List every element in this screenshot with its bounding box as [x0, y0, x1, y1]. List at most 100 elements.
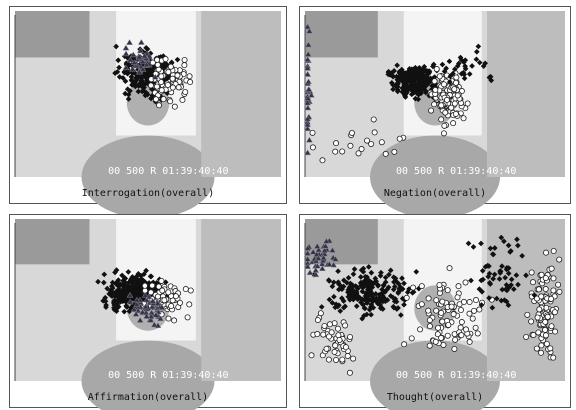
- marker-circle: [441, 82, 446, 87]
- marker-circle: [463, 280, 468, 285]
- marker-circle: [536, 287, 541, 292]
- marker-circle: [155, 62, 160, 67]
- marker-circle: [349, 130, 354, 135]
- marker-circle: [337, 337, 342, 342]
- marker-circle: [159, 80, 164, 85]
- marker-circle: [162, 298, 167, 303]
- marker-circle: [440, 319, 445, 324]
- marker-circle: [434, 298, 439, 303]
- marker-circle: [419, 283, 424, 288]
- marker-circle: [177, 300, 182, 305]
- inset-frame: [15, 11, 89, 57]
- marker-circle: [543, 250, 548, 255]
- marker-circle: [332, 349, 337, 354]
- marker-circle: [545, 314, 550, 319]
- marker-circle: [538, 350, 543, 355]
- marker-circle: [171, 318, 176, 323]
- marker-circle: [477, 307, 482, 312]
- marker-circle: [333, 141, 338, 146]
- marker-circle: [531, 332, 536, 337]
- marker-circle: [188, 79, 193, 84]
- marker-circle: [451, 312, 456, 317]
- marker-circle: [404, 295, 409, 300]
- marker-circle: [529, 270, 534, 275]
- person-body: [370, 136, 500, 219]
- timestamp: 00 500 R 01:39:40:40: [396, 370, 516, 381]
- panel: 00 500 R 01:39:40:40Affirmation(overall): [10, 215, 287, 410]
- marker-circle: [347, 370, 352, 375]
- marker-circle: [175, 73, 180, 78]
- marker-circle: [185, 315, 190, 320]
- right-wall: [201, 11, 281, 177]
- marker-circle: [551, 288, 556, 293]
- marker-circle: [182, 57, 187, 62]
- marker-circle: [535, 315, 540, 320]
- inset-frame: [15, 219, 89, 264]
- marker-circle: [310, 130, 315, 135]
- marker-circle: [458, 307, 463, 312]
- marker-circle: [327, 322, 332, 327]
- marker-circle: [170, 76, 175, 81]
- marker-circle: [439, 310, 444, 315]
- marker-circle: [159, 88, 164, 93]
- marker-circle: [159, 278, 164, 283]
- marker-circle: [322, 323, 327, 328]
- marker-circle: [379, 140, 384, 145]
- marker-circle: [537, 307, 542, 312]
- marker-circle: [445, 288, 450, 293]
- marker-circle: [442, 123, 447, 128]
- marker-circle: [320, 158, 325, 163]
- marker-circle: [459, 333, 464, 338]
- marker-circle: [539, 343, 544, 348]
- marker-circle: [351, 356, 356, 361]
- marker-circle: [543, 333, 548, 338]
- marker-circle: [437, 74, 442, 79]
- marker-circle: [356, 151, 361, 156]
- marker-circle: [182, 63, 187, 68]
- marker-circle: [453, 80, 458, 85]
- marker-circle: [452, 87, 457, 92]
- marker-circle: [160, 288, 165, 293]
- marker-circle: [445, 333, 450, 338]
- marker-circle: [455, 93, 460, 98]
- marker-circle: [555, 282, 560, 287]
- marker-circle: [461, 299, 466, 304]
- panel: 00 500 R 01:39:40:40 Thought(overall): [300, 215, 571, 410]
- marker-circle: [321, 332, 326, 337]
- marker-circle: [549, 324, 554, 329]
- marker-circle: [434, 308, 439, 313]
- marker-circle: [340, 357, 345, 362]
- marker-circle: [187, 74, 192, 79]
- panel-caption: Thought(overall): [387, 392, 483, 403]
- marker-circle: [156, 103, 161, 108]
- marker-circle: [150, 283, 155, 288]
- marker-circle: [470, 316, 475, 321]
- marker-circle: [340, 149, 345, 154]
- marker-circle: [475, 331, 480, 336]
- marker-circle: [471, 308, 476, 313]
- marker-circle: [148, 83, 153, 88]
- marker-circle: [335, 326, 340, 331]
- marker-circle: [444, 97, 449, 102]
- marker-circle: [557, 289, 562, 294]
- marker-circle: [434, 66, 439, 71]
- marker-circle: [440, 299, 445, 304]
- marker-circle: [326, 334, 331, 339]
- marker-circle: [187, 302, 192, 307]
- marker-circle: [435, 325, 440, 330]
- marker-circle: [402, 342, 407, 347]
- marker-circle: [333, 149, 338, 154]
- marker-circle: [168, 99, 173, 104]
- marker-circle: [142, 283, 147, 288]
- marker-circle: [552, 310, 557, 315]
- marker-circle: [539, 272, 544, 277]
- marker-circle: [343, 323, 348, 328]
- panel-caption: Interrogation(overall): [82, 188, 214, 199]
- marker-circle: [461, 116, 466, 121]
- marker-circle: [439, 103, 444, 108]
- marker-circle: [427, 318, 432, 323]
- marker-circle: [166, 316, 171, 321]
- person-body: [82, 136, 215, 219]
- marker-circle: [166, 69, 171, 74]
